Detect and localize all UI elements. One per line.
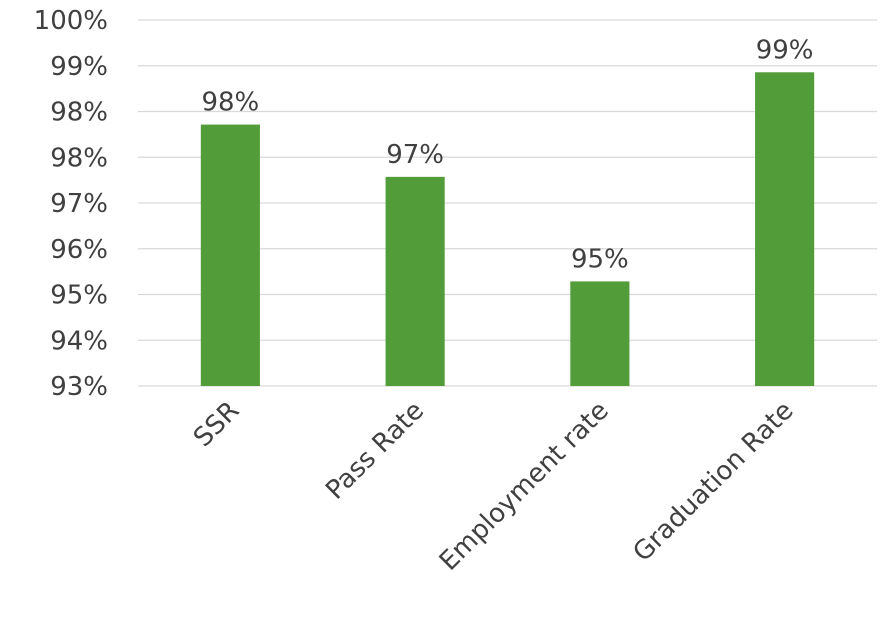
gridlines <box>138 19 877 387</box>
x-axis-ticks: SSR Pass Rate Employment rate Graduation Ra… <box>188 396 800 577</box>
x-tick-label: Pass Rate <box>320 396 430 506</box>
y-tick-label: 96% <box>50 235 108 265</box>
bar <box>385 176 445 386</box>
data-label: 97% <box>386 140 444 170</box>
bar <box>755 72 815 387</box>
bar <box>570 281 630 386</box>
y-tick-label: 93% <box>50 372 108 402</box>
x-tick-label: Graduation Rate <box>627 396 799 568</box>
data-label: 99% <box>756 35 814 65</box>
y-axis-ticks: 93% 94% 95% 96% 97% 98% 98% 99% 100% <box>34 6 108 402</box>
y-tick-label: 99% <box>50 52 108 82</box>
bar <box>200 124 260 387</box>
y-tick-label: 98% <box>50 143 108 173</box>
data-label: 98% <box>201 88 259 118</box>
y-tick-label: 98% <box>50 98 108 128</box>
x-tick-label: SSR <box>188 396 245 453</box>
y-tick-label: 94% <box>50 326 108 356</box>
data-labels: 98% 97% 95% 99% <box>201 35 813 274</box>
data-label: 95% <box>571 244 629 274</box>
y-tick-label: 100% <box>34 6 108 36</box>
bars <box>200 72 815 387</box>
x-tick-label: Employment rate <box>434 396 615 577</box>
y-tick-label: 97% <box>50 189 108 219</box>
y-tick-label: 95% <box>50 281 108 311</box>
